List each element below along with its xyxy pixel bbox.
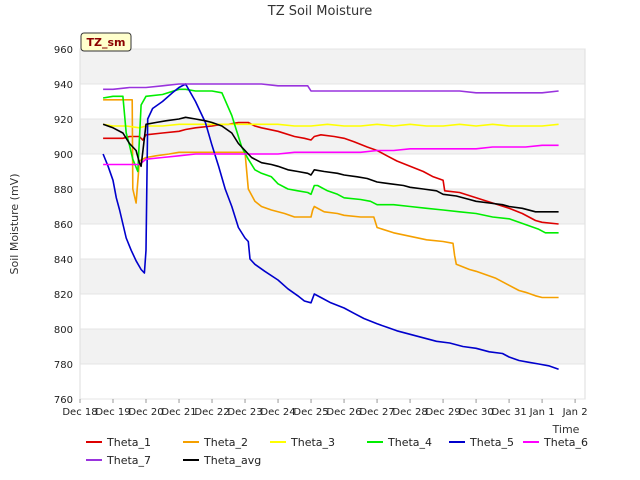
series-line-theta-1: [103, 121, 559, 225]
x-tick-label: Dec 25: [293, 407, 328, 418]
series-line-theta-6: [103, 144, 559, 166]
background-band: [80, 364, 585, 399]
y-tick-label: 780: [54, 360, 73, 371]
y-tick-label: 900: [54, 150, 73, 161]
y-tick-label: 840: [54, 255, 73, 266]
y-tick-label: 940: [54, 80, 73, 91]
x-tick-label: Dec 23: [227, 407, 262, 418]
x-tick-label: Dec 18: [62, 407, 97, 418]
legend-label: Theta_1: [106, 436, 151, 449]
y-tick-label: 820: [54, 290, 73, 301]
background-band: [80, 329, 585, 364]
x-tick-label: Dec 26: [326, 407, 361, 418]
background-band: [80, 294, 585, 329]
legend-label: Theta_avg: [203, 454, 261, 467]
x-tick-label: Dec 29: [425, 407, 460, 418]
x-tick-label: Dec 30: [458, 407, 493, 418]
x-tick-label: Dec 27: [359, 407, 394, 418]
x-tick-label: Jan 2: [562, 407, 588, 418]
background-band: [80, 259, 585, 294]
y-tick-label: 860: [54, 220, 73, 231]
legend-label: Theta_3: [290, 436, 335, 449]
y-tick-label: 760: [54, 395, 73, 406]
y-tick-label: 800: [54, 325, 73, 336]
tz-sm-badge: TZ_sm: [80, 32, 132, 52]
background-band: [80, 49, 585, 84]
x-tick-label: Dec 20: [128, 407, 163, 418]
x-tick-label: Dec 31: [491, 407, 526, 418]
legend-label: Theta_5: [469, 436, 514, 449]
series-line-theta-2: [103, 99, 559, 299]
y-tick-label: 960: [54, 45, 73, 56]
legend-label: Theta_6: [543, 436, 588, 449]
x-tick-label: Dec 22: [194, 407, 229, 418]
series-line-theta-4: [102, 88, 559, 234]
plot-background-bands: [80, 49, 585, 399]
background-band: [80, 154, 585, 189]
series-lines: [102, 83, 559, 371]
background-band: [80, 84, 585, 119]
series-line-theta-7: [103, 83, 559, 94]
y-tick-label: 880: [54, 185, 73, 196]
x-tick-label: Dec 19: [95, 407, 130, 418]
series-line-theta-3: [102, 123, 559, 129]
x-tick-label: Dec 24: [260, 407, 295, 418]
x-tick-label: Jan 1: [529, 407, 555, 418]
chart-title: TZ Soil Moisture: [267, 4, 373, 19]
x-axis-label: Time: [552, 423, 580, 436]
badge-label: TZ_sm: [87, 36, 126, 49]
legend-label: Theta_2: [203, 436, 248, 449]
y-tick-label: 920: [54, 115, 73, 126]
legend-label: Theta_7: [106, 454, 151, 467]
series-line-theta-avg: [102, 116, 559, 213]
series-line-theta-5: [102, 83, 559, 371]
y-axis-label: Soil Moisture (mV): [8, 174, 21, 275]
x-tick-label: Dec 21: [161, 407, 196, 418]
legend: Theta_1 Theta_2 Theta_3 Theta_4 Theta_5 Theta…: [86, 436, 588, 467]
legend-label: Theta_4: [387, 436, 432, 449]
background-band: [80, 224, 585, 259]
x-tick-label: Dec 28: [392, 407, 427, 418]
